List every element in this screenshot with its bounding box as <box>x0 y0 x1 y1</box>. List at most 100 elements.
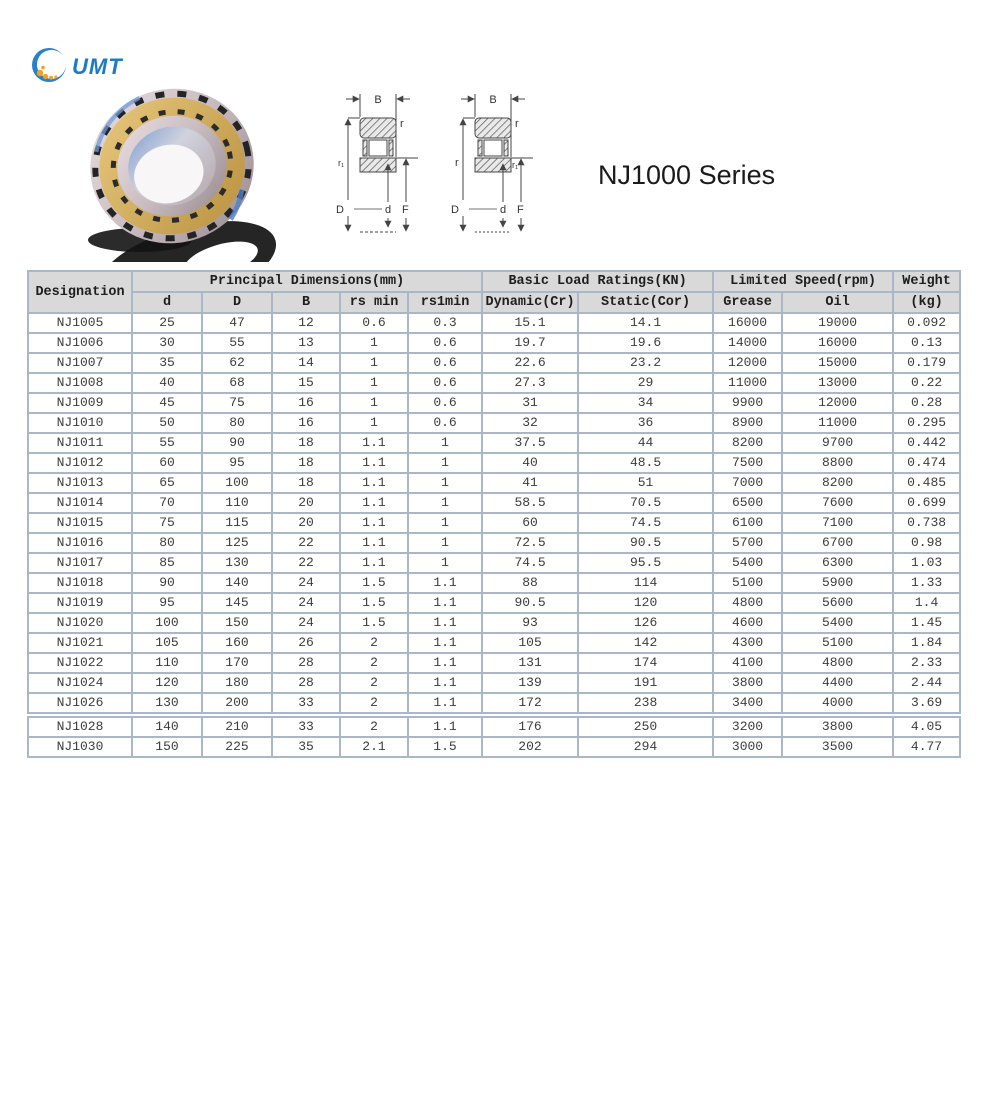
header-kg: (kg) <box>892 291 962 314</box>
table-row: NJ1006 30 55 13 1 0.6 19.7 19.6 14000 16000 0.13 <box>27 332 962 354</box>
table-cell: 1.1 <box>406 592 484 614</box>
table-cell: 210 <box>201 716 273 738</box>
table-cell: 6100 <box>712 512 784 534</box>
table-cell: 1.1 <box>339 512 409 534</box>
designation-cell: NJ1009 <box>27 392 133 414</box>
table-cell: 70 <box>131 492 203 514</box>
table-cell: 150 <box>131 736 203 758</box>
dim-label-r: r <box>400 118 404 130</box>
bearing-table-wrap: Designation Principal Dimensions(mm) Bas… <box>27 270 962 758</box>
designation-cell: NJ1016 <box>27 532 133 554</box>
table-body-main: NJ1005 25 47 12 0.6 0.3 15.1 14.1 16000 19000 0.09… <box>27 312 962 714</box>
designation-cell: NJ1013 <box>27 472 133 494</box>
designation-cell: NJ1021 <box>27 632 133 654</box>
table-cell: 1 <box>339 412 409 434</box>
table-cell: 20 <box>271 512 341 534</box>
dim-label-r1: r₁ <box>512 160 518 170</box>
table-cell: 90.5 <box>481 592 580 614</box>
table-cell: 0.98 <box>892 532 962 554</box>
table-cell: 1 <box>406 512 484 534</box>
designation-cell: NJ1017 <box>27 552 133 574</box>
table-cell: 93 <box>481 612 580 634</box>
table-cell: 55 <box>201 332 273 354</box>
table-cell: 62 <box>201 352 273 374</box>
table-cell: 0.092 <box>892 312 962 334</box>
table-cell: 5700 <box>712 532 784 554</box>
table-cell: 0.13 <box>892 332 962 354</box>
table-cell: 0.28 <box>892 392 962 414</box>
table-body-extra: NJ1028 140 210 33 2 1.1 176 250 3200 3800 4.05 NJ10… <box>27 716 961 758</box>
dim-label-F: F <box>402 204 409 216</box>
table-cell: 1.1 <box>339 532 409 554</box>
table-row: NJ1005 25 47 12 0.6 0.3 15.1 14.1 16000 19000 0.09… <box>27 312 962 334</box>
table-cell: 41 <box>481 472 580 494</box>
table-cell: 202 <box>481 736 579 758</box>
table-cell: 5900 <box>781 572 895 594</box>
table-cell: 6500 <box>712 492 784 514</box>
table-row: NJ1016 80 125 22 1.1 1 72.5 90.5 5700 6700 0.98 <box>27 532 962 554</box>
designation-cell: NJ1026 <box>27 692 133 714</box>
table-cell: 1.5 <box>407 736 483 758</box>
table-cell: 28 <box>271 652 341 674</box>
table-cell: 1.5 <box>339 592 409 614</box>
table-cell: 1.1 <box>339 452 409 474</box>
table-row: NJ1018 90 140 24 1.5 1.1 88 114 5100 5900 1.33 <box>27 572 962 594</box>
table-cell: 238 <box>577 692 715 714</box>
header-weight: Weight <box>892 270 962 293</box>
table-row: NJ1008 40 68 15 1 0.6 27.3 29 11000 13000 0.22 <box>27 372 962 394</box>
table-cell: 28 <box>271 672 341 694</box>
header-dynamic-cr: Dynamic(Cr) <box>481 291 580 314</box>
table-row: NJ1009 45 75 16 1 0.6 31 34 9900 12000 0.28 <box>27 392 962 414</box>
designation-cell: NJ1008 <box>27 372 133 394</box>
designation-cell: NJ1019 <box>27 592 133 614</box>
table-cell: 60 <box>481 512 580 534</box>
table-cell: 0.442 <box>892 432 962 454</box>
table-cell: 1.1 <box>339 472 409 494</box>
table-cell: 24 <box>271 572 341 594</box>
table-cell: 115 <box>201 512 273 534</box>
header-B: B <box>271 291 341 314</box>
table-cell: 2 <box>339 652 409 674</box>
table-cell: 145 <box>201 592 273 614</box>
table-cell: 294 <box>577 736 714 758</box>
table-cell: 18 <box>271 432 341 454</box>
table-cell: 4800 <box>781 652 895 674</box>
logo-text: UMT <box>72 54 123 79</box>
table-cell: 1 <box>339 352 409 374</box>
table-cell: 74.5 <box>577 512 715 534</box>
table-cell: 4400 <box>781 672 895 694</box>
table-cell: 30 <box>131 332 203 354</box>
table-cell: 1.1 <box>339 492 409 514</box>
table-cell: 35 <box>271 736 341 758</box>
table-cell: 60 <box>131 452 203 474</box>
table-cell: 8800 <box>781 452 895 474</box>
table-header: Designation Principal Dimensions(mm) Bas… <box>27 270 962 314</box>
table-cell: 24 <box>271 592 341 614</box>
table-cell: 0.295 <box>892 412 962 434</box>
bearing-table-main: Designation Principal Dimensions(mm) Bas… <box>27 270 962 714</box>
table-cell: 3.69 <box>892 692 962 714</box>
table-cell: 75 <box>131 512 203 534</box>
table-cell: 150 <box>201 612 273 634</box>
table-cell: 114 <box>577 572 715 594</box>
table-cell: 90 <box>131 572 203 594</box>
table-cell: 11000 <box>781 412 895 434</box>
table-cell: 1 <box>406 452 484 474</box>
table-cell: 1 <box>406 552 484 574</box>
table-cell: 65 <box>131 472 203 494</box>
table-cell: 5100 <box>712 572 784 594</box>
page-title: NJ1000 Series <box>598 160 776 190</box>
table-row: NJ1007 35 62 14 1 0.6 22.6 23.2 12000 15000 0.179 <box>27 352 962 374</box>
table-row: NJ1024 120 180 28 2 1.1 139 191 3800 4400 2.44 <box>27 672 962 694</box>
header-principal-dimensions: Principal Dimensions(mm) <box>130 270 484 293</box>
table-cell: 44 <box>577 432 715 454</box>
table-cell: 1.1 <box>406 692 484 714</box>
table-cell: 2.33 <box>892 652 962 674</box>
table-cell: 1.1 <box>406 612 484 634</box>
table-cell: 225 <box>201 736 273 758</box>
table-cell: 48.5 <box>577 452 715 474</box>
table-cell: 1.1 <box>406 632 484 654</box>
table-row: NJ1022 110 170 28 2 1.1 131 174 4100 4800 2.33 <box>27 652 962 674</box>
table-cell: 180 <box>201 672 273 694</box>
table-cell: 3400 <box>712 692 784 714</box>
